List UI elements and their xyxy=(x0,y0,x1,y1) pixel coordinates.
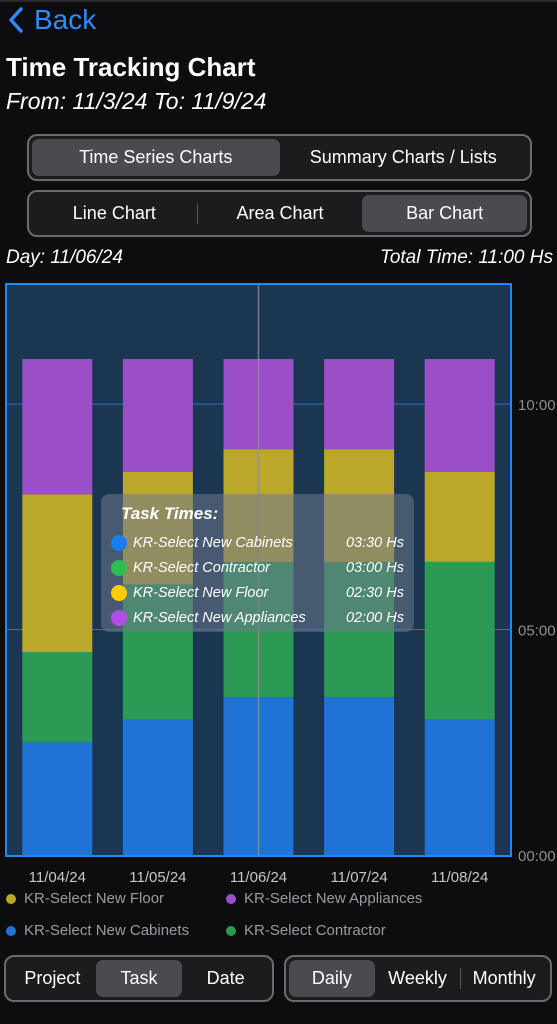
x-tick-label: 11/04/24 xyxy=(29,869,86,886)
tooltip-task-value: 02:00 Hs xyxy=(345,609,404,626)
tab-summary-charts-lists[interactable]: Summary Charts / Lists xyxy=(309,147,497,167)
status-bar-edge xyxy=(0,0,557,2)
tooltip-row: KR-Select New Cabinets 03:30 Hs xyxy=(111,530,404,555)
segment-divider xyxy=(460,968,462,989)
total-time: Total Time: 11:00 Hs xyxy=(379,247,553,268)
tab-date[interactable]: Date xyxy=(206,968,245,988)
x-tick-label: 11/07/24 xyxy=(330,869,387,886)
page-title: Time Tracking Chart xyxy=(6,52,256,82)
group-by-segmented-control: Project Task Date xyxy=(4,955,274,1002)
legend-dot-icon xyxy=(6,893,16,904)
tab-line-chart[interactable]: Line Chart xyxy=(72,203,156,223)
task-times-tooltip: Task Times: KR-Select New Cabinets 03:30… xyxy=(101,494,414,632)
tab-project[interactable]: Project xyxy=(24,968,81,988)
series-dot-icon xyxy=(111,534,127,551)
back-label: Back xyxy=(34,4,97,35)
tab-monthly[interactable]: Monthly xyxy=(472,968,536,988)
chart-mode-segmented-control: Time Series Charts Summary Charts / List… xyxy=(27,134,532,181)
legend-item: KR-Select New Appliances xyxy=(226,890,422,907)
tab-area-chart[interactable]: Area Chart xyxy=(236,203,324,223)
tooltip-task-value: 03:00 Hs xyxy=(345,559,404,576)
chevron-left-icon xyxy=(9,7,23,33)
tab-task[interactable]: Task xyxy=(95,960,183,997)
y-tick-label: 10:00 xyxy=(518,397,556,414)
series-dot-icon xyxy=(111,584,127,601)
x-tick-label: 11/08/24 xyxy=(431,869,488,886)
series-dot-icon xyxy=(111,559,127,576)
tooltip-row: KR-Select New Floor 02:30 Hs xyxy=(111,580,404,605)
legend-label: KR-Select New Floor xyxy=(24,890,165,907)
tooltip-title: Task Times: xyxy=(121,504,219,523)
y-tick-label: 00:00 xyxy=(518,848,556,865)
legend-item: KR-Select Contractor xyxy=(226,922,386,939)
back-button[interactable]: Back xyxy=(8,4,96,36)
tooltip-row: KR-Select Contractor 03:00 Hs xyxy=(111,555,404,580)
selected-day: Day: 11/06/24 xyxy=(6,247,123,268)
tooltip-task-name: KR-Select New Floor xyxy=(133,584,269,601)
legend-item: KR-Select New Floor xyxy=(6,890,164,907)
tooltip-task-value: 02:30 Hs xyxy=(345,584,404,601)
y-tick-label: 05:00 xyxy=(518,623,556,640)
tooltip-task-value: 03:30 Hs xyxy=(345,534,404,551)
legend-label: KR-Select New Appliances xyxy=(244,890,423,907)
chart-type-segmented-control: Line Chart Area Chart Bar Chart xyxy=(27,190,532,237)
tooltip-task-name: KR-Select New Appliances xyxy=(133,609,306,626)
legend-item: KR-Select New Cabinets xyxy=(6,922,189,939)
period-segmented-control: Daily Weekly Monthly xyxy=(284,955,552,1002)
tab-time-series-charts[interactable]: Time Series Charts xyxy=(32,139,280,176)
series-dot-icon xyxy=(111,609,127,626)
tooltip-row: KR-Select New Appliances 02:00 Hs xyxy=(111,605,404,630)
legend-label: KR-Select New Cabinets xyxy=(24,922,190,939)
tooltip-task-name: KR-Select Contractor xyxy=(133,559,270,576)
tab-weekly[interactable]: Weekly xyxy=(388,968,447,988)
tab-daily[interactable]: Daily xyxy=(289,960,375,997)
segment-divider xyxy=(196,203,198,224)
legend-dot-icon xyxy=(226,925,236,936)
legend-dot-icon xyxy=(6,925,16,936)
x-tick-label: 11/05/24 xyxy=(129,869,186,886)
legend-label: KR-Select Contractor xyxy=(244,922,386,939)
legend-dot-icon xyxy=(226,893,236,904)
tooltip-task-name: KR-Select New Cabinets xyxy=(133,534,293,551)
date-range: From: 11/3/24 To: 11/9/24 xyxy=(6,88,267,114)
tab-bar-chart[interactable]: Bar Chart xyxy=(362,195,528,232)
x-tick-label: 11/06/24 xyxy=(230,869,287,886)
